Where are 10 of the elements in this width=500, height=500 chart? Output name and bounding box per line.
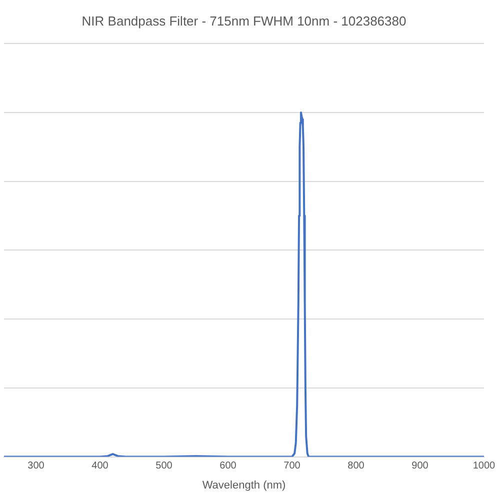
x-tick-label: 300 bbox=[28, 460, 45, 472]
x-tick-label: 600 bbox=[220, 460, 237, 472]
x-tick-label: 900 bbox=[412, 460, 429, 472]
x-tick-label: 400 bbox=[92, 460, 109, 472]
chart-title: NIR Bandpass Filter - 715nm FWHM 10nm - 102386380 bbox=[82, 13, 406, 28]
x-tick-label: 700 bbox=[284, 460, 301, 472]
x-axis-title: Wavelength (nm) bbox=[202, 479, 286, 492]
x-tick-label: 1000 bbox=[472, 460, 496, 472]
x-tick-label: 500 bbox=[156, 460, 173, 472]
x-tick-label: 800 bbox=[348, 460, 365, 472]
